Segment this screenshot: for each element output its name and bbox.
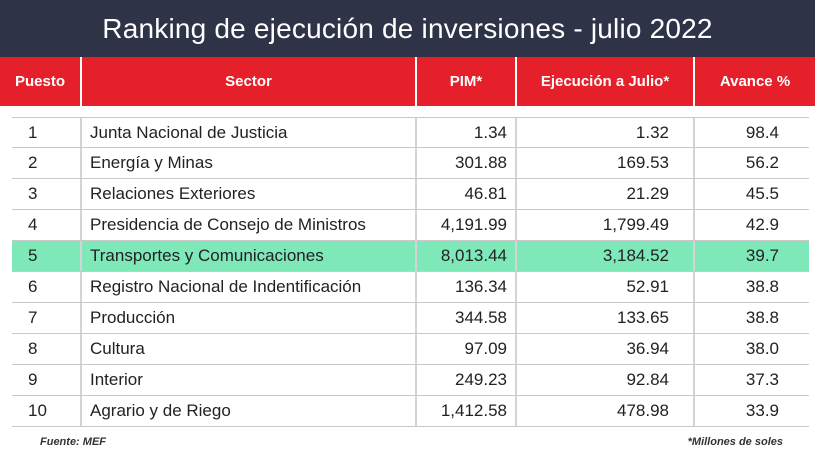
cell-pim: 136.34 [417,272,517,302]
cell-avance: 37.3 [745,370,779,389]
page-title: Ranking de ejecución de inversiones - ju… [0,0,815,57]
table-row: 9 Interior 249.23 92.84 37.3 [12,365,809,396]
cell-pim: 249.23 [417,365,517,395]
table-row: 10 Agrario y de Riego 1,412.58 478.98 33.9 [12,396,809,427]
cell-sector: Relaciones Exteriores [82,179,417,209]
cell-avance: 56.2 [745,153,779,172]
table-row: 8 Cultura 97.09 36.94 38.0 [12,334,809,365]
cell-puesto: 5 [12,241,82,271]
cell-puesto: 1 [12,118,82,147]
header-puesto: Puesto [0,57,82,106]
cell-ejecucion: 1.32 [517,118,695,147]
cell-pim: 97.09 [417,334,517,364]
table-row: 5 Transportes y Comunicaciones 8,013.44 3,1… [12,241,809,272]
cell-ejecucion: 21.29 [517,179,695,209]
cell-ejecucion: 169.53 [517,148,695,178]
cell-sector: Interior [82,365,417,395]
cell-avance: 38.8 [745,308,779,327]
cell-pim: 301.88 [417,148,517,178]
cell-puesto: 6 [12,272,82,302]
cell-avance: 42.9 [745,215,779,234]
cell-sector: Junta Nacional de Justicia [82,118,417,147]
cell-sector: Energía y Minas [82,148,417,178]
cell-ejecucion: 478.98 [517,396,695,426]
cell-puesto: 3 [12,179,82,209]
cell-ejecucion: 1,799.49 [517,210,695,240]
cell-ejecucion: 3,184.52 [517,241,695,271]
cell-sector: Registro Nacional de Indentificación [82,272,417,302]
cell-puesto: 8 [12,334,82,364]
cell-avance: 39.7 [745,246,779,265]
cell-avance: 98.4 [745,122,779,142]
cell-ejecucion: 52.91 [517,272,695,302]
cell-avance: 33.9 [745,401,779,420]
table-header: Puesto Sector PIM* Ejecución a Julio* Av… [0,57,815,106]
cell-puesto: 7 [12,303,82,333]
cell-pim: 4,191.99 [417,210,517,240]
cell-ejecucion: 36.94 [517,334,695,364]
table-row: 6 Registro Nacional de Indentificación 136… [12,272,809,303]
cell-pim: 46.81 [417,179,517,209]
table-row: 4 Presidencia de Consejo de Ministros 4,19… [12,210,809,241]
table-row: 2 Energía y Minas 301.88 169.53 56.2 [12,148,809,179]
cell-sector: Agrario y de Riego [82,396,417,426]
cell-sector: Producción [82,303,417,333]
cell-pim: 8,013.44 [417,241,517,271]
cell-sector: Presidencia de Consejo de Ministros [82,210,417,240]
cell-pim: 344.58 [417,303,517,333]
cell-sector: Cultura [82,334,417,364]
table-row: 7 Producción 344.58 133.65 38.8 [12,303,809,334]
table-row: 3 Relaciones Exteriores 46.81 21.29 45.5 [12,179,809,210]
cell-puesto: 2 [12,148,82,178]
cell-avance: 38.8 [745,277,779,296]
cell-sector: Transportes y Comunicaciones [82,241,417,271]
header-avance: Avance % [719,73,791,90]
cell-ejecucion: 92.84 [517,365,695,395]
cell-ejecucion: 133.65 [517,303,695,333]
cell-puesto: 9 [12,365,82,395]
header-ejecucion: Ejecución a Julio* [517,57,695,106]
table-body: 1 Junta Nacional de Justicia 1.34 1.32 98.4 2… [12,117,809,427]
units-note: *Millones de soles [687,436,783,448]
source-note: Fuente: MEF [40,436,106,448]
cell-pim: 1,412.58 [417,396,517,426]
cell-puesto: 10 [12,396,82,426]
header-sector: Sector [82,57,417,106]
table-row: 1 Junta Nacional de Justicia 1.34 1.32 98.4 [12,117,809,148]
cell-pim: 1.34 [417,118,517,147]
cell-avance: 45.5 [745,184,779,203]
cell-puesto: 4 [12,210,82,240]
header-pim: PIM* [417,57,517,106]
cell-avance: 38.0 [745,339,779,358]
